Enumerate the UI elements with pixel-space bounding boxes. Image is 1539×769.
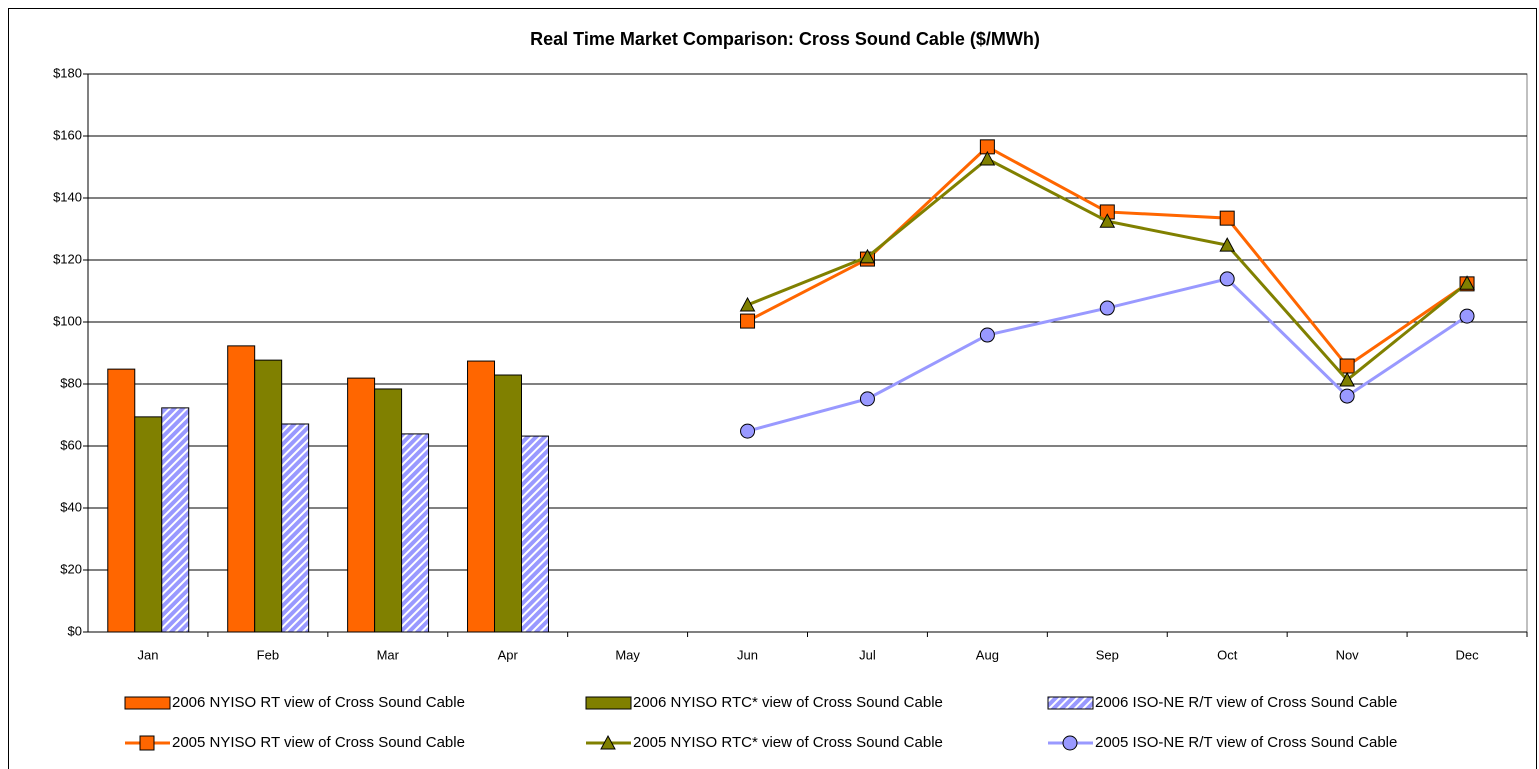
bar bbox=[227, 345, 256, 633]
bar bbox=[467, 360, 496, 633]
marker bbox=[600, 734, 616, 750]
marker bbox=[740, 423, 756, 439]
bar bbox=[520, 435, 549, 633]
marker bbox=[1099, 300, 1115, 316]
bar bbox=[107, 368, 136, 633]
x-tick-label: Jan bbox=[137, 647, 158, 662]
x-tick-label: Aug bbox=[976, 647, 999, 662]
x-tick-label: Apr bbox=[498, 647, 519, 662]
x-tick-label: May bbox=[615, 647, 640, 662]
chart-title: Real Time Market Comparison: Cross Sound… bbox=[530, 29, 1040, 49]
x-tick-label: Oct bbox=[1217, 647, 1238, 662]
y-tick-label: $20 bbox=[60, 561, 82, 576]
x-tick-label: Sep bbox=[1096, 647, 1119, 662]
y-tick-label: $40 bbox=[60, 499, 82, 514]
bar bbox=[494, 374, 522, 633]
bar bbox=[281, 423, 310, 633]
y-tick-label: $180 bbox=[53, 65, 82, 80]
bar bbox=[161, 407, 190, 633]
x-tick-label: Dec bbox=[1455, 647, 1479, 662]
bar bbox=[401, 433, 430, 633]
marker bbox=[1099, 213, 1116, 228]
legend-item: 2005 ISO-NE R/T view of Cross Sound Cabl… bbox=[1048, 734, 1397, 751]
marker bbox=[1062, 735, 1078, 751]
x-tick-label: Jul bbox=[859, 647, 876, 662]
legend-swatch bbox=[124, 696, 171, 710]
y-tick-label: $60 bbox=[60, 437, 82, 452]
bar bbox=[134, 416, 163, 633]
marker bbox=[1339, 371, 1355, 387]
y-tick-label: $80 bbox=[60, 375, 82, 390]
legend-item: 2006 NYISO RT view of Cross Sound Cable bbox=[124, 694, 465, 711]
y-tick-label: $0 bbox=[68, 623, 82, 638]
legend-item: 2005 NYISO RTC* view of Cross Sound Cabl… bbox=[586, 734, 943, 751]
marker bbox=[139, 735, 155, 751]
legend-item: 2005 NYISO RT view of Cross Sound Cable bbox=[125, 734, 465, 751]
marker bbox=[1459, 308, 1475, 324]
marker bbox=[1219, 237, 1236, 252]
x-tick-label: Jun bbox=[737, 647, 758, 662]
marker bbox=[1219, 210, 1235, 226]
y-tick-label: $140 bbox=[53, 189, 82, 204]
marker bbox=[1459, 275, 1475, 290]
marker bbox=[1339, 358, 1355, 374]
marker bbox=[740, 313, 756, 329]
legend-item: 2006 NYISO RTC* view of Cross Sound Cabl… bbox=[585, 694, 943, 711]
chart-border bbox=[8, 8, 1537, 769]
marker bbox=[1219, 271, 1235, 287]
bar bbox=[254, 359, 283, 633]
legend-label: 2005 ISO-NE R/T view of Cross Sound Cabl… bbox=[1095, 734, 1397, 751]
marker bbox=[979, 150, 996, 166]
legend-label: 2006 NYISO RTC* view of Cross Sound Cabl… bbox=[633, 694, 943, 711]
legend-swatch bbox=[585, 696, 632, 710]
legend-swatch bbox=[1047, 696, 1094, 710]
x-tick-label: Mar bbox=[377, 647, 400, 662]
x-tick-label: Feb bbox=[257, 647, 279, 662]
marker bbox=[979, 327, 995, 343]
y-tick-label: $100 bbox=[53, 313, 82, 328]
marker bbox=[1339, 388, 1355, 404]
legend-label: 2006 NYISO RT view of Cross Sound Cable bbox=[172, 694, 465, 711]
marker bbox=[859, 391, 875, 407]
marker bbox=[859, 248, 876, 264]
legend-item: 2006 ISO-NE R/T view of Cross Sound Cabl… bbox=[1047, 694, 1397, 711]
legend-label: 2005 NYISO RTC* view of Cross Sound Cabl… bbox=[633, 734, 943, 751]
legend-label: 2005 NYISO RT view of Cross Sound Cable bbox=[172, 734, 465, 751]
bar bbox=[374, 388, 403, 633]
x-tick-label: Nov bbox=[1336, 647, 1360, 662]
legend-label: 2006 ISO-NE R/T view of Cross Sound Cabl… bbox=[1095, 694, 1397, 711]
bar bbox=[347, 377, 376, 633]
y-tick-label: $160 bbox=[53, 127, 82, 142]
marker bbox=[739, 296, 756, 312]
y-tick-label: $120 bbox=[53, 251, 82, 266]
